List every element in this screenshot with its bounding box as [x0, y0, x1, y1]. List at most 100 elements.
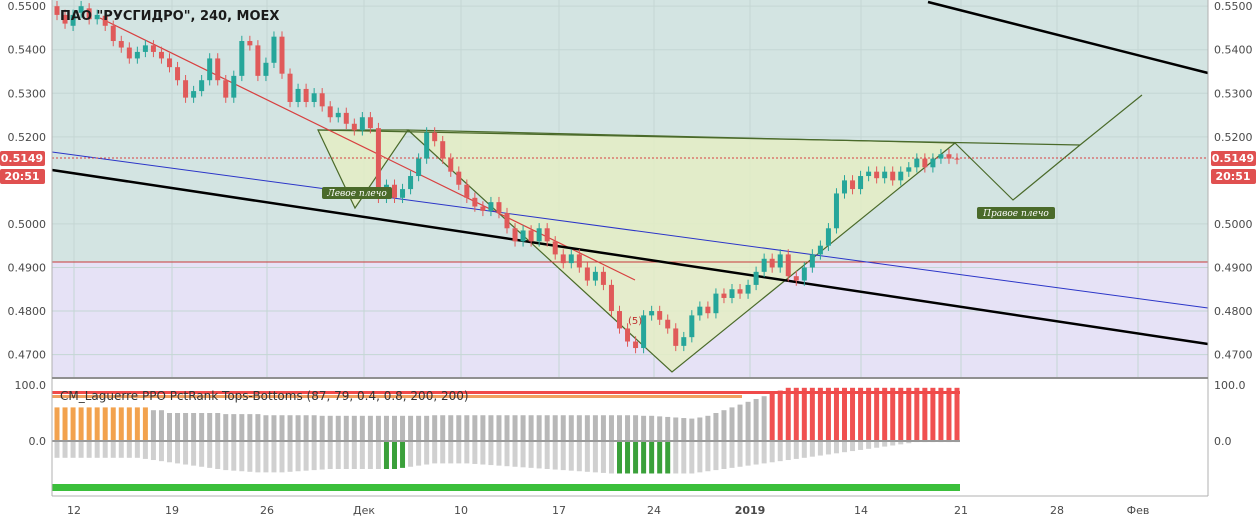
indicator-bar-top	[625, 415, 631, 441]
indicator-bar-bottom	[319, 441, 325, 470]
indicator-bar-bottom	[472, 441, 478, 464]
indicator-bar-bottom	[367, 441, 373, 469]
x-tick-label: Фев	[1127, 504, 1150, 517]
candle-body	[175, 67, 181, 81]
candle-body	[745, 284, 751, 294]
indicator-bar-bottom	[480, 441, 486, 465]
last-price-badge-left[interactable]: 0.5149	[0, 151, 45, 166]
indicator-y-tick-left: 100.0	[15, 379, 47, 392]
indicator-bar-top	[866, 387, 872, 441]
candle-body	[440, 141, 446, 159]
indicator-bar-top	[70, 407, 76, 441]
indicator-bar-top	[319, 415, 325, 441]
indicator-bar-bottom	[150, 441, 156, 461]
indicator-bar-bottom	[158, 441, 164, 462]
y-tick-label-left: 0.4700	[8, 349, 47, 362]
indicator-bar-top	[134, 407, 140, 441]
candle-body	[408, 176, 414, 190]
indicator-bar-top	[287, 415, 293, 441]
candle-body	[78, 6, 84, 13]
candle-body	[946, 154, 952, 159]
candle-body	[544, 228, 550, 242]
candle-body	[753, 271, 759, 285]
candle-body	[842, 180, 847, 194]
indicator-bar-top	[552, 415, 558, 441]
candle-body	[327, 106, 333, 118]
indicator-bar-top	[472, 415, 478, 441]
indicator-bar-bottom	[504, 441, 510, 467]
indicator-bar-bottom	[416, 441, 422, 466]
indicator-bar-bottom	[464, 441, 470, 464]
indicator-bar-top	[496, 415, 502, 441]
indicator-bar-bottom	[78, 441, 84, 458]
indicator-bar-bottom	[528, 441, 534, 468]
indicator-bar-bottom	[255, 441, 261, 473]
candle-body	[70, 14, 76, 26]
indicator-bars	[54, 387, 960, 474]
indicator-bar-top	[94, 407, 100, 441]
y-axis-left: 0.5500 0.5400 0.5300 0.5200 0.5000 0.4900 0.48…	[8, 0, 47, 448]
x-tick-label: 19	[165, 504, 179, 517]
indicator-bar-top	[681, 418, 687, 441]
candle-body	[223, 80, 229, 98]
candle-body	[392, 184, 397, 198]
indicator-bar-bottom	[456, 441, 462, 464]
indicator-bar-bottom	[721, 441, 727, 469]
indicator-bar-bottom	[134, 441, 140, 458]
indicator-bar-top	[231, 414, 237, 441]
candle-body	[914, 158, 920, 168]
last-price-badge-right[interactable]: 0.5149	[1211, 151, 1256, 166]
candle-body	[560, 254, 566, 264]
y-tick-label-left: 0.5500	[8, 0, 47, 13]
indicator-bar-top	[617, 415, 622, 441]
indicator-bar-top	[809, 387, 815, 441]
indicator-bar-bottom	[408, 441, 414, 467]
indicator-bar-top	[801, 387, 807, 441]
indicator-bar-top	[118, 407, 124, 441]
indicator-bar-bottom	[633, 441, 639, 474]
indicator-bar-top	[568, 415, 574, 441]
candle-body	[126, 47, 132, 59]
indicator-bar-top	[327, 415, 333, 441]
candle-body	[448, 158, 454, 172]
indicator-bar-bottom	[785, 441, 791, 461]
y-tick-label-left: 0.4900	[8, 261, 47, 274]
countdown-badge-left: 20:51	[0, 169, 45, 184]
indicator-bar-top	[592, 415, 598, 441]
blue-trend-line	[51, 151, 1209, 309]
candle-body	[424, 132, 430, 159]
last-price-left: 0.5149	[1, 152, 43, 165]
indicator-bar-bottom	[239, 441, 245, 472]
indicator-bar-top	[649, 415, 655, 441]
indicator-bar-top	[536, 415, 542, 441]
indicator-bar-bottom	[183, 441, 189, 465]
candle-body	[464, 184, 470, 198]
y-tick-label-right: 0.5400	[1214, 44, 1253, 57]
countdown-badge-right: 20:51	[1211, 169, 1256, 184]
indicator-bar-bottom	[383, 441, 389, 469]
indicator-bar-top	[520, 415, 526, 441]
indicator-bar-top	[922, 387, 928, 441]
candle-body	[576, 254, 582, 268]
indicator-bar-bottom	[793, 441, 799, 459]
indicator-bar-bottom	[102, 441, 108, 458]
indicator-bar-bottom	[520, 441, 526, 468]
indicator-bar-top	[247, 414, 253, 441]
candle-body	[592, 271, 598, 281]
indicator-bar-bottom	[392, 441, 397, 469]
indicator-bar-top	[713, 413, 719, 441]
candle-body	[866, 171, 872, 177]
indicator-bar-bottom	[263, 441, 269, 473]
indicator-bar-top	[930, 387, 936, 441]
indicator-bar-bottom	[375, 441, 381, 469]
indicator-bar-top	[400, 415, 406, 441]
indicator-bar-top	[825, 387, 831, 441]
indicator-bar-bottom	[769, 441, 775, 463]
indicator-bar-bottom	[400, 441, 406, 468]
candle-body	[817, 245, 823, 255]
indicator-bar-bottom	[199, 441, 205, 467]
indicator-bar-bottom	[440, 441, 446, 464]
candle-body	[536, 228, 542, 242]
indicator-bar-bottom	[544, 441, 550, 469]
indicator-bar-top	[480, 415, 486, 441]
